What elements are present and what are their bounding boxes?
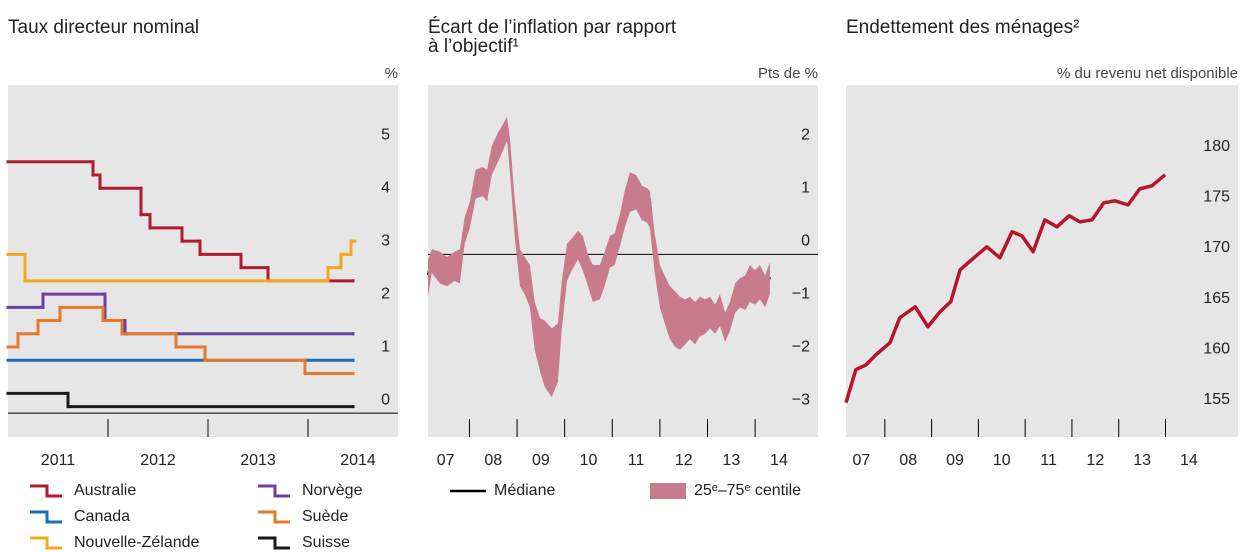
legend-swatch (258, 484, 290, 498)
y-tick-label: 1 (801, 180, 810, 197)
x-tick-label: 09 (946, 452, 964, 469)
y-tick-label: 2 (801, 127, 810, 144)
y-tick-label: 165 (1203, 290, 1230, 307)
chart-title: à l’objectif¹ (428, 36, 519, 57)
x-tick-label: 11 (1040, 452, 1057, 469)
legend-swatch (258, 536, 290, 550)
y-tick-label: 4 (381, 180, 390, 197)
legend-label: Canada (74, 508, 130, 525)
chart-title: Taux directeur nominal (8, 17, 199, 38)
x-tick-label: 12 (675, 452, 693, 469)
band (428, 116, 770, 398)
y-tick-label: 3 (381, 233, 390, 250)
y-unit: % (385, 65, 398, 82)
legend-label: Suisse (302, 534, 350, 551)
x-tick-label: 10 (580, 452, 598, 469)
legend-label: 25ᵉ–75ᵉ centile (694, 482, 801, 499)
x-tick-label: 08 (899, 452, 917, 469)
legend-label: Médiane (494, 482, 555, 499)
legend-label: Nouvelle-Zélande (74, 534, 200, 551)
y-tick-label: 155 (1203, 391, 1230, 408)
x-tick-label: 2014 (340, 452, 376, 469)
y-tick-label: −1 (792, 286, 810, 303)
legend-swatch (30, 536, 62, 550)
chart-title: Écart de l’inflation par rapport (428, 17, 677, 38)
x-tick-label: 08 (484, 452, 502, 469)
y-tick-label: 175 (1203, 189, 1230, 206)
x-tick-label: 09 (532, 452, 550, 469)
y-tick-label: −2 (792, 338, 810, 355)
y-tick-label: 5 (381, 127, 390, 144)
plot-area (428, 85, 818, 437)
x-tick-label: 07 (437, 452, 455, 469)
y-tick-label: 160 (1203, 340, 1230, 357)
x-tick-label: 14 (770, 452, 788, 469)
x-tick-label: 13 (1133, 452, 1151, 469)
chart-title: Endettement des ménages² (846, 17, 1079, 38)
plot-area (8, 85, 398, 437)
x-tick-label: 2011 (41, 452, 76, 469)
x-tick-label: 07 (853, 452, 871, 469)
y-tick-label: −3 (792, 391, 810, 408)
legend-label: Suède (302, 508, 348, 525)
y-tick-label: 0 (801, 233, 810, 250)
y-tick-label: 170 (1203, 239, 1230, 256)
legend-swatch (258, 510, 290, 524)
y-tick-label: 2 (381, 286, 390, 303)
legend-swatch (30, 510, 62, 524)
line (844, 173, 1167, 404)
legend-label: Norvège (302, 482, 363, 499)
legend-label: Australie (74, 482, 136, 499)
legend-swatch (30, 484, 62, 498)
y-tick-label: 1 (381, 338, 390, 355)
x-tick-label: 13 (722, 452, 740, 469)
x-tick-label: 11 (628, 452, 645, 469)
y-tick-label: 0 (381, 391, 390, 408)
x-tick-label: 12 (1086, 452, 1104, 469)
x-tick-label: 10 (993, 452, 1011, 469)
x-tick-label: 2012 (140, 452, 176, 469)
y-unit: % du revenu net disponible (1057, 65, 1238, 82)
x-tick-label: 2013 (240, 452, 276, 469)
y-unit: Pts de % (758, 65, 818, 82)
x-tick-label: 14 (1180, 452, 1198, 469)
plot-area (846, 85, 1238, 437)
y-tick-label: 180 (1203, 138, 1230, 155)
legend-swatch (650, 483, 686, 499)
